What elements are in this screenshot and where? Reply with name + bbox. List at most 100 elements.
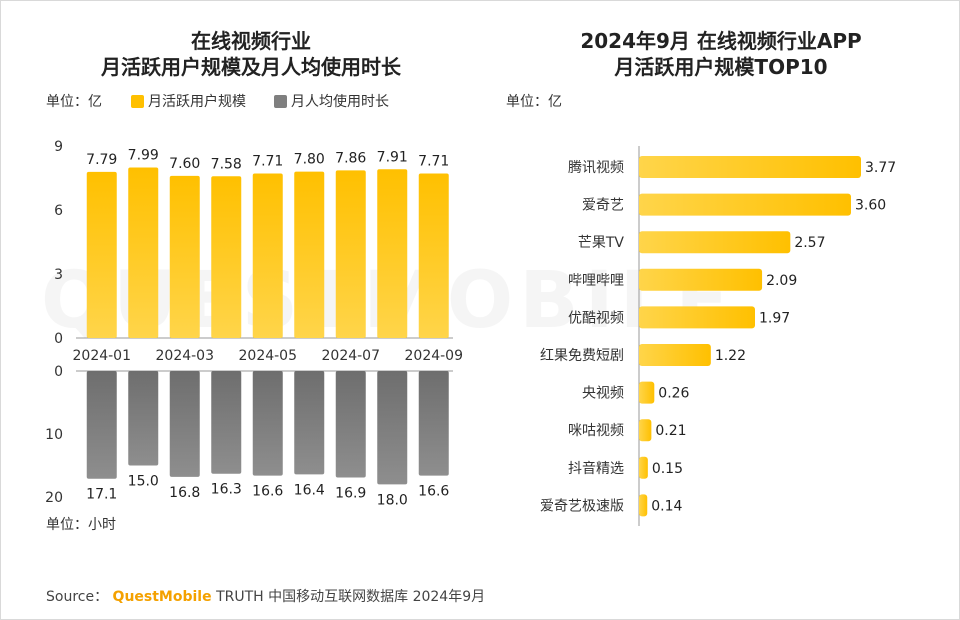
mau-label-2024-07: 7.86	[335, 150, 366, 166]
mau-label-2024-09: 7.71	[418, 154, 449, 170]
app-bar-8	[639, 456, 648, 479]
duration-label-2024-06: 16.4	[294, 482, 325, 498]
app-value-1: 3.60	[855, 198, 886, 214]
app-bar-3	[639, 268, 763, 291]
left-unit-top: 单位：亿	[46, 94, 102, 110]
duration-bar-2024-01	[86, 371, 117, 479]
mau-label-2024-08: 7.91	[377, 149, 408, 165]
legend-swatch-gray	[274, 94, 287, 108]
duration-label-2024-05: 16.6	[252, 484, 283, 500]
mau-bar-2024-06	[294, 171, 325, 338]
right-title-line1: 2024年9月 在线视频行业APP	[580, 29, 862, 53]
duration-label-2024-02: 15.0	[128, 474, 159, 490]
upper-y-tick-3: 3	[54, 267, 63, 283]
source-prefix: Source：	[46, 589, 109, 605]
lower-y-tick-0: 0	[54, 364, 63, 380]
mau-bar-2024-03	[169, 175, 200, 338]
source-rest: TRUTH 中国移动互联网数据库 2024年9月	[216, 589, 486, 605]
duration-label-2024-07: 16.9	[335, 485, 366, 501]
x-tick-2024-03: 2024-03	[156, 348, 215, 364]
app-value-0: 3.77	[865, 160, 896, 176]
app-value-4: 1.97	[759, 310, 790, 326]
mau-bar-2024-04	[211, 176, 242, 338]
duration-bar-2024-04	[211, 371, 242, 474]
duration-bar-2024-06	[294, 371, 325, 475]
right-title-line2: 月活跃用户规模TOP10	[614, 55, 828, 79]
duration-label-2024-03: 16.8	[169, 485, 200, 501]
mau-bar-2024-01	[86, 171, 117, 338]
app-value-7: 0.21	[655, 423, 686, 439]
duration-label-2024-04: 16.3	[211, 482, 242, 498]
app-label-2: 芒果TV	[578, 235, 625, 251]
app-bar-6	[639, 381, 655, 404]
app-bar-4	[639, 306, 756, 329]
mau-bar-2024-09	[418, 173, 449, 338]
app-label-8: 抖音精选	[568, 460, 624, 477]
duration-bar-2024-09	[418, 371, 449, 476]
mau-bar-2024-05	[252, 173, 283, 338]
duration-bar-2024-03	[169, 371, 200, 477]
left-title-line1: 在线视频行业	[191, 29, 311, 53]
mau-label-2024-06: 7.80	[294, 152, 325, 168]
app-value-6: 0.26	[658, 386, 689, 402]
upper-y-tick-0: 0	[54, 331, 63, 347]
app-value-8: 0.15	[652, 461, 683, 477]
app-label-4: 优酷视频	[568, 310, 624, 326]
legend-swatch-gold	[131, 94, 144, 108]
app-bar-9	[639, 494, 648, 517]
left-title-line2: 月活跃用户规模及月人均使用时长	[101, 55, 401, 79]
legend-label-duration: 月人均使用时长	[291, 94, 389, 110]
app-bar-2	[639, 231, 791, 254]
app-label-6: 央视频	[582, 386, 624, 402]
app-value-2: 2.57	[794, 235, 825, 251]
mau-label-2024-02: 7.99	[128, 148, 159, 164]
mau-label-2024-05: 7.71	[252, 154, 283, 170]
duration-label-2024-08: 18.0	[377, 492, 408, 508]
mau-bar-2024-08	[377, 169, 408, 338]
duration-label-2024-01: 17.1	[86, 487, 117, 503]
legend-item-mau: 月活跃用户规模	[131, 91, 246, 111]
app-value-9: 0.14	[651, 498, 682, 514]
right-unit: 单位：亿	[506, 94, 562, 110]
app-bar-7	[639, 419, 652, 442]
left-chart-title: 在线视频行业 月活跃用户规模及月人均使用时长	[61, 28, 441, 80]
app-label-3: 哔哩哔哩	[568, 273, 624, 289]
mau-label-2024-01: 7.79	[86, 152, 117, 168]
app-label-5: 红果免费短剧	[540, 348, 624, 364]
mau-label-2024-03: 7.60	[169, 156, 200, 172]
mau-bar-2024-02	[128, 167, 159, 338]
mau-label-2024-04: 7.58	[211, 156, 242, 172]
left-unit-bottom: 单位：小时	[46, 517, 116, 533]
legend-item-duration: 月人均使用时长	[274, 91, 389, 111]
app-label-1: 爱奇艺	[582, 197, 624, 214]
app-bar-0	[639, 156, 861, 178]
app-bar-5	[639, 344, 711, 366]
right-chart-title: 2024年9月 在线视频行业APP 月活跃用户规模TOP10	[521, 28, 921, 80]
x-tick-2024-05: 2024-05	[239, 348, 298, 364]
app-label-7: 咪咕视频	[568, 423, 624, 439]
x-tick-2024-09: 2024-09	[405, 348, 464, 364]
app-label-9: 爱奇艺极速版	[540, 497, 624, 514]
x-tick-2024-01: 2024-01	[73, 348, 132, 364]
left-legend: 月活跃用户规模 月人均使用时长	[131, 91, 417, 111]
duration-bar-2024-02	[128, 371, 159, 466]
app-label-0: 腾讯视频	[568, 159, 624, 176]
x-tick-2024-07: 2024-07	[322, 348, 381, 364]
legend-label-mau: 月活跃用户规模	[148, 94, 246, 110]
app-value-5: 1.22	[715, 348, 746, 364]
upper-y-tick-9: 9	[54, 139, 63, 155]
source-line: Source： QuestMobile TRUTH 中国移动互联网数据库 202…	[46, 586, 485, 606]
duration-bar-2024-05	[252, 371, 283, 476]
source-brand: QuestMobile	[112, 589, 212, 605]
mau-bar-2024-07	[335, 170, 366, 338]
duration-label-2024-09: 16.6	[418, 484, 449, 500]
app-bar-1	[639, 193, 851, 216]
duration-bar-2024-08	[377, 371, 408, 485]
upper-y-tick-6: 6	[54, 203, 63, 219]
app-value-3: 2.09	[766, 273, 797, 289]
lower-y-tick-20: 20	[45, 490, 63, 506]
chart-canvas: 0 3 6 9 7.79 7.99 7.60 7.58 7.71 7.80 7.86 7.91 7.71…	[45, 139, 896, 526]
duration-bar-2024-07	[335, 371, 366, 478]
lower-y-tick-10: 10	[45, 427, 63, 443]
